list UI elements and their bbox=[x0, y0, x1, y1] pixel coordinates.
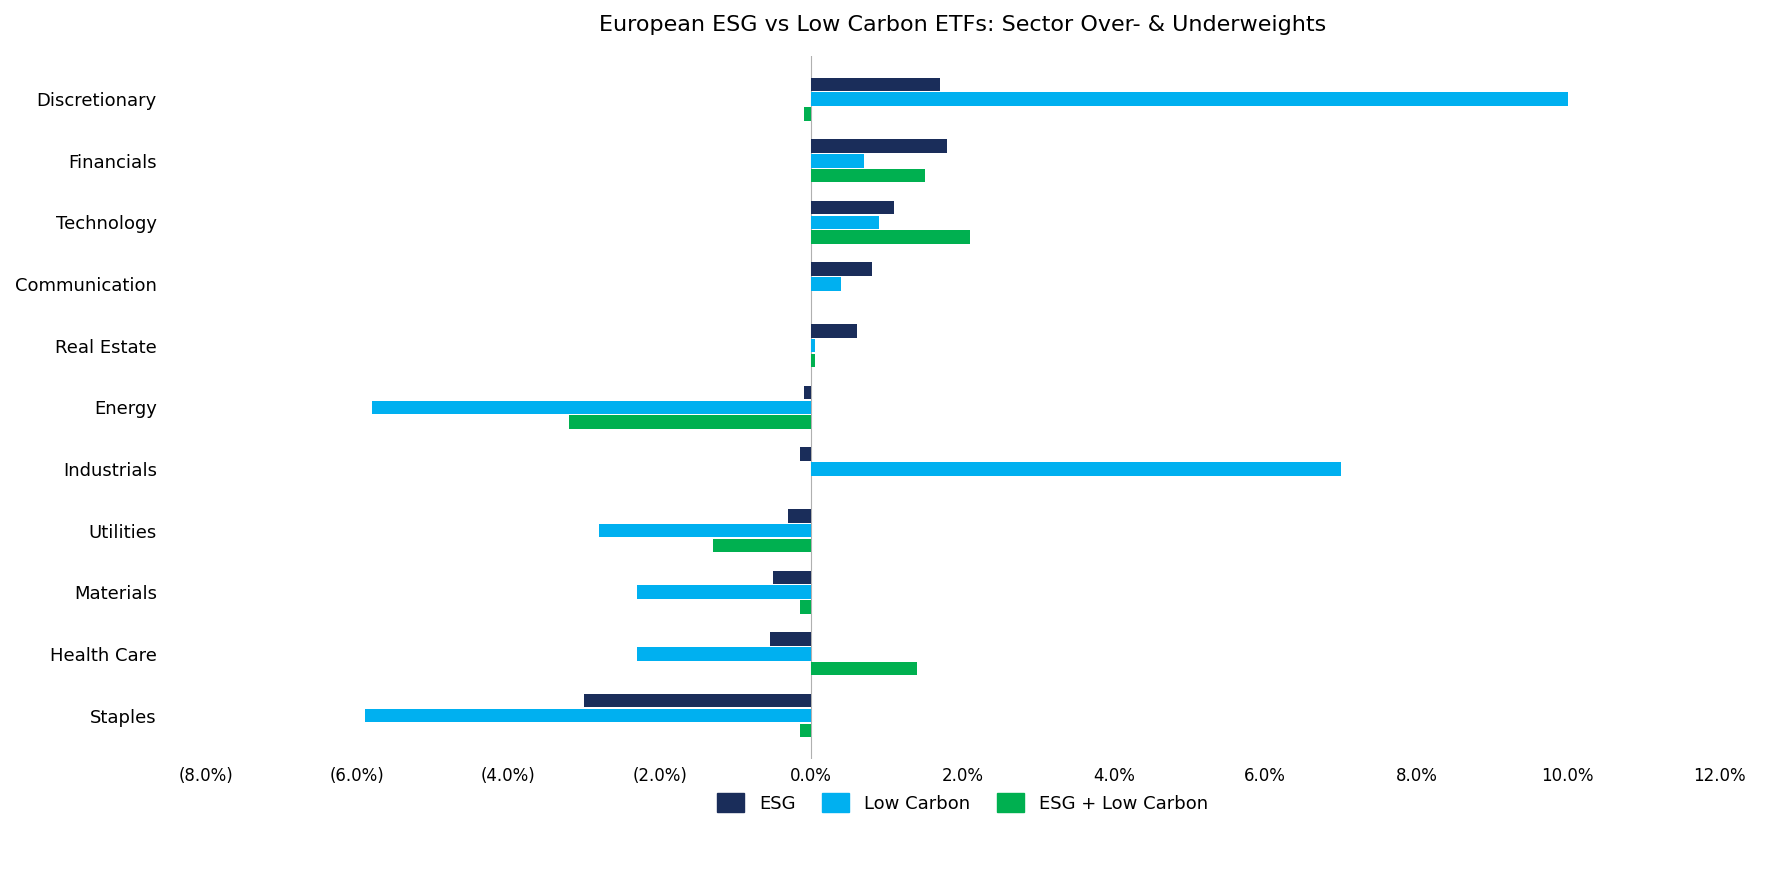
Bar bbox=[365, 709, 812, 722]
Bar bbox=[812, 201, 895, 214]
Bar bbox=[799, 724, 812, 737]
Bar bbox=[712, 539, 812, 552]
Bar bbox=[769, 633, 812, 646]
Bar bbox=[585, 694, 812, 708]
Bar bbox=[812, 462, 1341, 476]
Bar bbox=[803, 107, 812, 120]
Bar bbox=[812, 78, 939, 91]
Bar bbox=[812, 277, 842, 291]
Bar bbox=[812, 92, 1568, 106]
Bar bbox=[812, 324, 856, 338]
Title: European ESG vs Low Carbon ETFs: Sector Over- & Underweights: European ESG vs Low Carbon ETFs: Sector … bbox=[599, 15, 1325, 35]
Bar bbox=[812, 262, 872, 276]
Bar bbox=[599, 524, 812, 538]
Bar bbox=[773, 571, 812, 584]
Bar bbox=[812, 154, 865, 167]
Bar bbox=[812, 230, 969, 244]
Bar bbox=[812, 215, 879, 229]
Legend: ESG, Low Carbon, ESG + Low Carbon: ESG, Low Carbon, ESG + Low Carbon bbox=[711, 786, 1216, 820]
Bar bbox=[812, 662, 918, 675]
Bar bbox=[812, 339, 815, 353]
Bar bbox=[638, 647, 812, 661]
Bar bbox=[569, 416, 812, 429]
Bar bbox=[812, 169, 925, 183]
Bar bbox=[803, 385, 812, 400]
Bar bbox=[799, 447, 812, 461]
Bar bbox=[799, 600, 812, 614]
Bar bbox=[789, 509, 812, 523]
Bar bbox=[812, 354, 815, 368]
Bar bbox=[812, 139, 948, 152]
Bar bbox=[638, 586, 812, 599]
Bar bbox=[372, 400, 812, 414]
